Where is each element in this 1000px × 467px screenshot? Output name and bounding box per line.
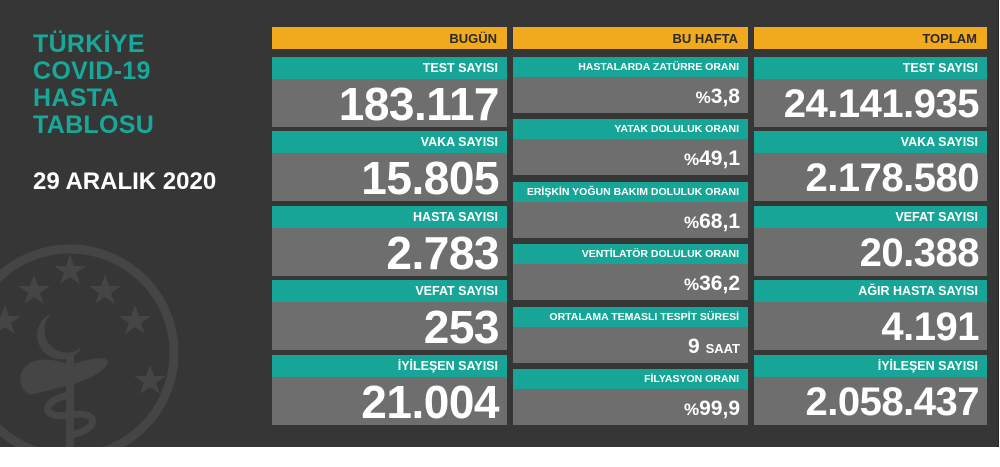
stat-label: HASTA SAYISI (272, 206, 507, 228)
stat-number: 36,2 (699, 272, 740, 295)
week-column: BU HAFTA HASTALARDA ZATÜRRE ORANI %3,8 Y… (513, 27, 748, 425)
total-column: TOPLAM TEST SAYISI 24.141.935 VAKA SAYIS… (754, 27, 987, 425)
stat-value: %99,9 (513, 389, 748, 425)
stat-label: FİLYASYON ORANI (513, 369, 748, 389)
title-line: COVID-19 (33, 57, 151, 85)
stat-label: VAKA SAYISI (272, 131, 507, 153)
week-header: BU HAFTA (513, 27, 748, 49)
percent-sign: % (695, 88, 711, 107)
stat-label: HASTALARDA ZATÜRRE ORANI (513, 57, 748, 77)
today-column: BUGÜN TEST SAYISI 183.117 VAKA SAYISI 15… (272, 27, 507, 427)
week-icu-card: ERİŞKİN YOĞUN BAKIM DOLULUK ORANI %68,1 (513, 182, 748, 238)
stat-label: ORTALAMA TEMASLI TESPİT SÜRESİ (513, 307, 748, 327)
stat-label: İYİLEŞEN SAYISI (754, 355, 987, 377)
stat-number: 49,1 (699, 147, 740, 170)
week-pneumonia-card: HASTALARDA ZATÜRRE ORANI %3,8 (513, 57, 748, 113)
percent-sign: % (684, 213, 700, 232)
total-death-card: VEFAT SAYISI 20.388 (754, 206, 987, 276)
week-bed-card: YATAK DOLULUK ORANI %49,1 (513, 119, 748, 175)
stat-value: 253 (272, 302, 507, 352)
stat-unit: SAAT (705, 341, 740, 356)
stat-label: TEST SAYISI (272, 57, 507, 79)
total-case-card: VAKA SAYISI 2.178.580 (754, 131, 987, 201)
today-death-card: VEFAT SAYISI 253 (272, 280, 507, 352)
stat-number: 99,9 (699, 397, 740, 420)
stat-label: İYİLEŞEN SAYISI (272, 355, 507, 377)
stat-value: 21.004 (272, 377, 507, 427)
today-test-card: TEST SAYISI 183.117 (272, 57, 507, 129)
percent-sign: % (684, 400, 700, 419)
stat-label: VAKA SAYISI (754, 131, 987, 153)
stat-label: VEFAT SAYISI (272, 280, 507, 302)
total-test-card: TEST SAYISI 24.141.935 (754, 57, 987, 127)
week-filiation-card: FİLYASYON ORANI %99,9 (513, 369, 748, 425)
stat-value: %3,8 (513, 77, 748, 113)
total-header: TOPLAM (754, 27, 987, 49)
percent-sign: % (684, 275, 700, 294)
stat-label: AĞIR HASTA SAYISI (754, 280, 987, 302)
report-date: 29 ARALIK 2020 (33, 168, 217, 195)
stat-number: 9 (688, 335, 700, 358)
stat-value: 15.805 (272, 153, 507, 203)
stat-label: ERİŞKİN YOĞUN BAKIM DOLULUK ORANI (513, 182, 748, 202)
stat-value: 20.388 (754, 228, 987, 276)
week-ventilator-card: VENTİLATÖR DOLULUK ORANI %36,2 (513, 244, 748, 300)
stat-label: VENTİLATÖR DOLULUK ORANI (513, 244, 748, 264)
stat-value: 2.783 (272, 228, 507, 278)
today-header: BUGÜN (272, 27, 507, 49)
stat-label: VEFAT SAYISI (754, 206, 987, 228)
week-contact-time-card: ORTALAMA TEMASLI TESPİT SÜRESİ 9 SAAT (513, 307, 748, 363)
stat-value: 9 SAAT (513, 327, 748, 363)
ministry-emblem-icon (0, 244, 179, 447)
total-recovered-card: İYİLEŞEN SAYISI 2.058.437 (754, 355, 987, 425)
stat-value: 24.141.935 (754, 79, 987, 127)
stat-number: 68,1 (699, 210, 740, 233)
stat-label: YATAK DOLULUK ORANI (513, 119, 748, 139)
stat-value: 2.058.437 (754, 377, 987, 425)
stat-value: 4.191 (754, 302, 987, 350)
stat-value: %49,1 (513, 139, 748, 175)
stat-value: %68,1 (513, 202, 748, 238)
stat-value: 183.117 (272, 79, 507, 129)
stat-label: TEST SAYISI (754, 57, 987, 79)
title-line: TABLOSU (33, 111, 155, 139)
title-line: TÜRKİYE (33, 30, 145, 58)
stat-value: %36,2 (513, 264, 748, 300)
today-recovered-card: İYİLEŞEN SAYISI 21.004 (272, 355, 507, 427)
dashboard-board: TÜRKİYE COVID-19 HASTA TABLOSU 29 ARALIK… (0, 0, 999, 447)
percent-sign: % (684, 150, 700, 169)
title-line: HASTA (33, 84, 119, 112)
stat-number: 3,8 (710, 85, 740, 108)
today-patient-card: HASTA SAYISI 2.783 (272, 206, 507, 278)
total-critical-card: AĞIR HASTA SAYISI 4.191 (754, 280, 987, 350)
today-case-card: VAKA SAYISI 15.805 (272, 131, 507, 203)
page-title: TÜRKİYE COVID-19 HASTA TABLOSU (33, 31, 154, 139)
stat-value: 2.178.580 (754, 153, 987, 201)
